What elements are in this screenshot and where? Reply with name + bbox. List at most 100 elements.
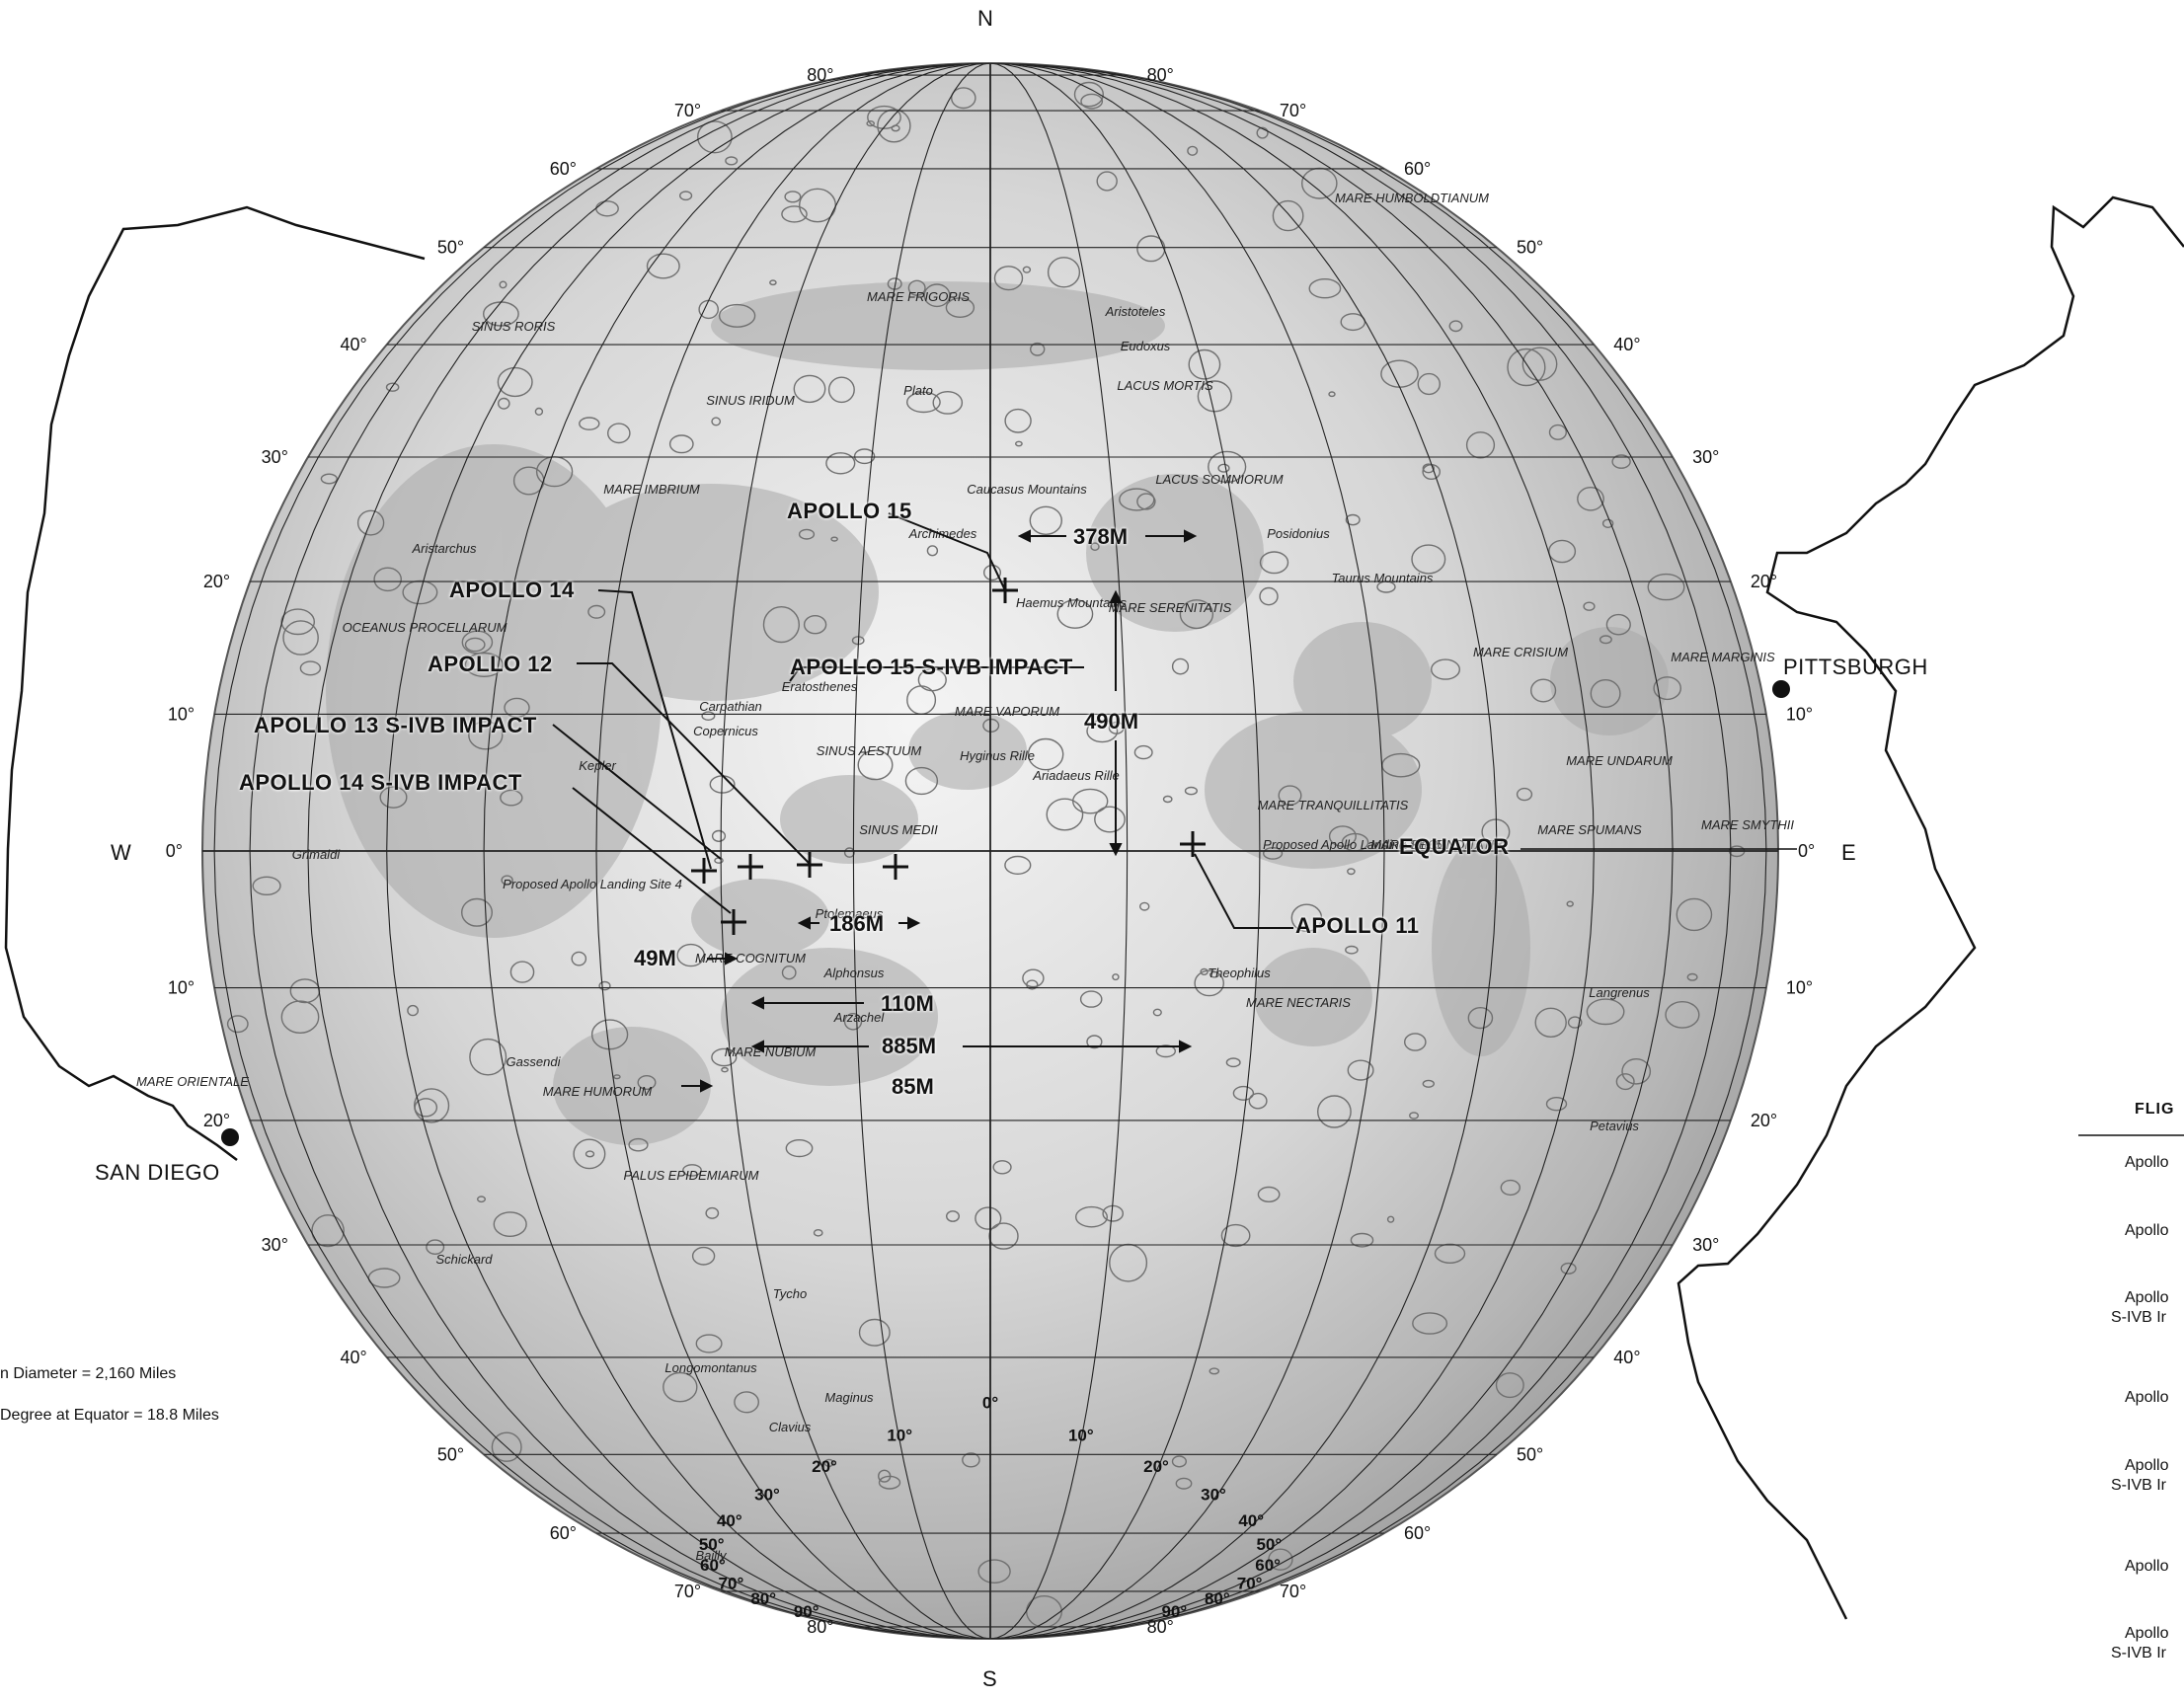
feature-label: Schickard <box>435 1252 493 1267</box>
feature-label: Plato <box>903 383 933 398</box>
feature-label: OCEANUS PROCELLARUM <box>343 620 507 635</box>
us-east-coast-outline <box>1677 195 2184 1620</box>
apollo-15-label: APOLLO 15 <box>787 499 912 523</box>
lon-label: 40° <box>717 1511 742 1530</box>
lat-label: 40° <box>1613 1348 1640 1367</box>
legend-item: S-IVB Ir <box>2111 1309 2167 1326</box>
legend-item: Apollo <box>2125 1389 2169 1406</box>
lon-label: 60° <box>700 1556 726 1575</box>
feature-label: MARE IMBRIUM <box>603 482 700 497</box>
feature-label: MARE HUMORUM <box>543 1084 653 1099</box>
lat-label: 70° <box>674 1582 701 1601</box>
feature-label: Arzachel <box>833 1010 886 1025</box>
pittsburgh-dot <box>1772 680 1790 698</box>
dist-85m-label: 85M <box>892 1074 934 1099</box>
lat-label: 10° <box>168 978 195 998</box>
lat-label: 30° <box>1692 1235 1719 1255</box>
landing-site-marker <box>691 858 717 884</box>
dist-186m-label: 186M <box>829 911 885 936</box>
lat-label: 50° <box>437 238 464 258</box>
city-pittsburgh: PITTSBURGH <box>1783 655 1928 679</box>
lat-label: 80° <box>1147 65 1174 85</box>
apollo-11-label: APOLLO 11 <box>1295 913 1420 938</box>
feature-label: Clavius <box>769 1420 812 1434</box>
feature-label: PALUS EPIDEMIARUM <box>623 1168 758 1183</box>
landing-site-marker <box>738 854 763 880</box>
compass-north: N <box>977 6 993 31</box>
feature-label: LACUS SOMNIORUM <box>1155 472 1283 487</box>
compass-east: E <box>1841 840 1856 865</box>
feature-label: Aristarchus <box>411 541 477 556</box>
lat-label: 0° <box>166 841 183 861</box>
lon-label: 50° <box>1256 1535 1282 1554</box>
lat-label: 10° <box>168 704 195 724</box>
feature-label: Haemus Mountains <box>1016 595 1127 610</box>
feature-label: Kepler <box>579 758 616 773</box>
note-diameter: n Diameter = 2,160 Miles <box>0 1365 177 1382</box>
lat-label: 20° <box>1751 1111 1777 1130</box>
feature-label: Carpathian <box>699 699 762 714</box>
moon-surface <box>202 63 1778 1639</box>
feature-label: MARE TRANQUILLITATIS <box>1258 798 1409 812</box>
lat-label: 60° <box>550 159 577 179</box>
lon-label: 10° <box>1068 1427 1094 1445</box>
feature-label: MARE NUBIUM <box>725 1044 817 1059</box>
feature-label: MARE ORIENTALE <box>136 1074 249 1089</box>
feature-label: Longomontanus <box>664 1360 757 1375</box>
feature-label: Proposed Apollo Landing Site 5 <box>1263 837 1443 852</box>
landing-site-marker <box>992 578 1018 603</box>
feature-label: Grimaldi <box>292 847 342 862</box>
lon-label: 0° <box>982 1393 998 1412</box>
compass-west: W <box>111 840 131 865</box>
feature-label: Taurus Mountains <box>1332 571 1434 585</box>
equator-label: EQUATOR <box>1399 834 1510 859</box>
note-degree: Degree at Equator = 18.8 Miles <box>0 1407 219 1424</box>
lon-label: 30° <box>754 1486 780 1505</box>
lat-label: 20° <box>1751 572 1777 591</box>
feature-label: MARE UNDARUM <box>1566 753 1673 768</box>
landing-site-marker <box>1180 831 1206 857</box>
lat-label: 50° <box>1517 238 1543 258</box>
lon-label: 80° <box>1205 1589 1230 1608</box>
lon-label: 40° <box>1238 1511 1264 1530</box>
feature-label: MARE SERENITATIS <box>1109 600 1232 615</box>
legend-item: S-IVB Ir <box>2111 1477 2167 1494</box>
lat-label: 70° <box>1280 101 1306 120</box>
us-west-coast-outline <box>4 205 426 1161</box>
lon-label: 10° <box>887 1427 912 1445</box>
legend-header: FLIG <box>2135 1101 2175 1118</box>
dist-885m-label: 885M <box>882 1034 937 1058</box>
city-san-diego: SAN DIEGO <box>95 1160 220 1185</box>
feature-label: Maginus <box>824 1390 874 1405</box>
apollo-14-sivb-impact-label: APOLLO 14 S-IVB IMPACT <box>239 770 522 795</box>
lat-label: 60° <box>550 1523 577 1543</box>
feature-label: Ariadaeus Rille <box>1032 768 1119 783</box>
dist-110m-label: 110M <box>881 991 934 1016</box>
feature-label: SINUS MEDII <box>859 822 938 837</box>
feature-label: Langrenus <box>1589 985 1650 1000</box>
lat-label: 80° <box>1147 1617 1174 1637</box>
feature-label: MARE FRIGORIS <box>867 289 970 304</box>
legend-item: Apollo <box>2125 1558 2169 1575</box>
lon-label: 90° <box>794 1602 819 1621</box>
legend-item: S-IVB Ir <box>2111 1645 2167 1661</box>
lat-label: 60° <box>1404 1523 1431 1543</box>
feature-label: Caucasus Mountains <box>967 482 1087 497</box>
lat-label: 10° <box>1786 978 1813 998</box>
feature-label: Eratosthenes <box>782 679 858 694</box>
feature-label: Alphonsus <box>823 966 885 980</box>
feature-label: Petavius <box>1590 1119 1639 1133</box>
lon-label: 70° <box>1237 1575 1263 1593</box>
dist-378m-label: 378M <box>1073 524 1129 549</box>
legend-item: Apollo <box>2125 1457 2169 1474</box>
lat-label: 50° <box>1517 1444 1543 1464</box>
lat-label: 70° <box>1280 1582 1306 1601</box>
landing-site-marker <box>797 852 822 878</box>
feature-label: Theophilus <box>1208 966 1271 980</box>
lat-label: 70° <box>674 101 701 120</box>
lon-label: 20° <box>812 1457 837 1476</box>
feature-label: Bailly <box>695 1548 728 1563</box>
lat-label: 20° <box>203 1111 230 1130</box>
dist-49m-label: 49M <box>634 946 676 970</box>
compass-south: S <box>982 1666 997 1691</box>
